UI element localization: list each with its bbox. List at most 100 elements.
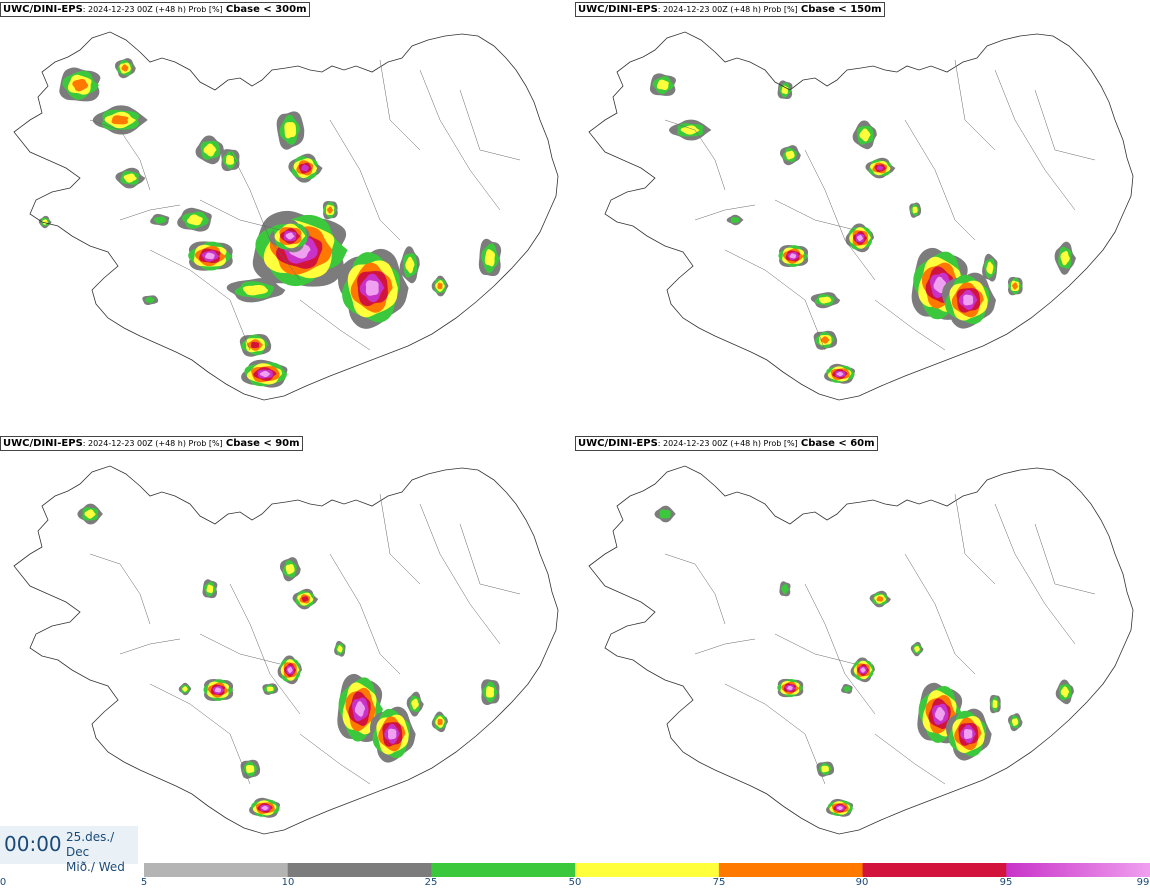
- region-boundary: [874, 733, 946, 785]
- probability-contour: [785, 150, 795, 160]
- region-boundary: [299, 733, 371, 785]
- legend-tick-label: 5: [140, 877, 148, 888]
- region-boundary: [329, 119, 401, 241]
- probability-contour: [144, 296, 155, 304]
- probability-contour: [1060, 250, 1070, 266]
- probability-contour: [266, 686, 274, 692]
- region-boundary: [664, 119, 726, 191]
- probability-contour: [787, 685, 793, 691]
- region-boundary: [419, 503, 501, 645]
- probability-contour: [285, 232, 295, 240]
- region-boundary: [804, 149, 876, 281]
- probability-contour: [1012, 282, 1019, 290]
- valid-time-box: 00:00 25.des./ Dec Mið./ Wed: [0, 826, 138, 874]
- legend-band-10-25: [287, 863, 432, 877]
- probability-contour: [327, 206, 334, 214]
- probability-contour: [437, 718, 443, 726]
- probability-contour: [250, 341, 260, 349]
- probability-contour: [781, 85, 789, 95]
- legend-tick-label: 25: [424, 877, 438, 888]
- legend-tick-label: 50: [568, 877, 582, 888]
- region-boundary: [229, 149, 301, 281]
- run-meta: : 2024-12-23 00Z (+48 h) Prob [%]: [657, 439, 798, 448]
- probability-contour: [261, 805, 269, 811]
- probability-contour: [405, 256, 415, 274]
- region-boundary: [379, 493, 421, 585]
- probability-contour: [203, 143, 217, 157]
- region-boundary: [119, 204, 181, 221]
- probability-contour: [820, 336, 830, 344]
- map-panel-90m: UWC/DINI-EPS: 2024-12-23 00Z (+48 h) Pro…: [0, 434, 575, 871]
- legend-band-25-50: [431, 863, 576, 877]
- legend-band-5-10: [144, 863, 289, 877]
- probability-contour: [860, 667, 866, 673]
- region-boundary: [229, 583, 301, 715]
- probability-contour: [821, 765, 829, 773]
- coastline: [588, 31, 1134, 401]
- valid-date-line2: Mið./ Wed: [66, 860, 125, 874]
- probability-contour: [245, 765, 255, 774]
- region-boundary: [724, 249, 826, 351]
- probability-contour: [1011, 718, 1019, 726]
- model-name: UWC/DINI-EPS: [578, 438, 658, 449]
- probability-contour: [656, 79, 669, 91]
- probability-contour: [123, 173, 137, 183]
- region-boundary: [119, 638, 181, 655]
- region-boundary: [299, 299, 371, 351]
- iceland-map-150m: [588, 31, 1134, 401]
- region-boundary: [774, 633, 856, 665]
- region-boundary: [89, 119, 151, 191]
- probability-contour: [225, 154, 235, 165]
- region-boundary: [694, 638, 756, 655]
- probability-contour: [781, 584, 790, 595]
- probability-contour: [963, 729, 973, 740]
- probability-contour: [680, 125, 700, 135]
- region-boundary: [994, 69, 1076, 211]
- region-boundary: [954, 493, 996, 585]
- valid-date: 25.des./ Dec Mið./ Wed: [66, 830, 138, 875]
- run-meta: : 2024-12-23 00Z (+48 h) Prob [%]: [657, 5, 798, 14]
- probability-contour: [659, 509, 671, 519]
- probability-contour: [111, 115, 129, 125]
- coastline: [13, 31, 559, 401]
- probability-contour: [121, 64, 129, 72]
- model-name: UWC/DINI-EPS: [3, 438, 83, 449]
- probability-contour: [484, 249, 495, 267]
- probability-contour: [912, 206, 918, 214]
- probability-contour: [301, 164, 309, 172]
- valid-time-clock: 00:00: [4, 832, 62, 856]
- map-panel-300m: UWC/DINI-EPS: 2024-12-23 00Z (+48 h) Pro…: [0, 0, 575, 437]
- probability-contour: [856, 234, 864, 242]
- probability-contour: [818, 296, 832, 304]
- threshold-label: Cbase < 150m: [800, 4, 882, 15]
- region-boundary: [904, 119, 976, 241]
- region-boundary: [694, 204, 756, 221]
- legend-tick-label: 90: [855, 877, 869, 888]
- probability-contour: [204, 252, 215, 260]
- probability-contour: [242, 284, 269, 296]
- region-boundary: [459, 523, 521, 595]
- region-boundary: [954, 59, 996, 151]
- probability-contour: [876, 596, 884, 602]
- coastline: [588, 465, 1134, 835]
- probability-contour: [789, 253, 797, 259]
- probability-contour: [182, 686, 188, 692]
- probability-contour: [934, 706, 946, 721]
- region-boundary: [994, 503, 1076, 645]
- probability-contour: [876, 165, 884, 171]
- legend-band-75-90: [718, 863, 864, 877]
- run-meta: : 2024-12-23 00Z (+48 h) Prob [%]: [82, 5, 223, 14]
- panel-title: UWC/DINI-EPS: 2024-12-23 00Z (+48 h) Pro…: [575, 2, 885, 17]
- threshold-label: Cbase < 300m: [225, 4, 307, 15]
- region-boundary: [774, 199, 856, 231]
- probability-contour: [214, 687, 222, 693]
- map-panel-60m: UWC/DINI-EPS: 2024-12-23 00Z (+48 h) Pro…: [575, 434, 1150, 871]
- legend-band-90-95: [862, 863, 1007, 877]
- valid-date-line1: 25.des./ Dec: [66, 830, 115, 859]
- iceland-map-300m: [13, 31, 559, 401]
- region-boundary: [664, 553, 726, 625]
- run-meta: : 2024-12-23 00Z (+48 h) Prob [%]: [82, 439, 223, 448]
- probability-contour: [206, 584, 214, 594]
- probability-contour: [153, 216, 167, 224]
- iceland-map-60m: [588, 465, 1134, 835]
